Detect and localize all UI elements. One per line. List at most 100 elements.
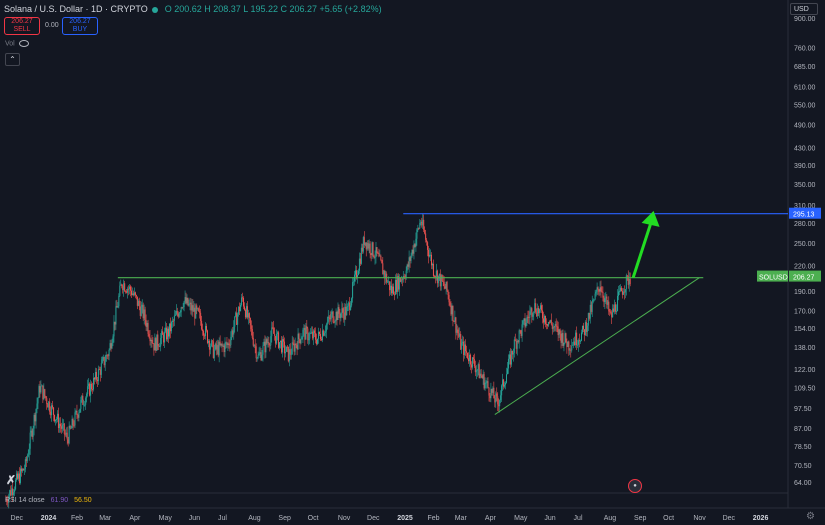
candle-body <box>236 312 238 325</box>
sell-button[interactable]: 206.27 SELL <box>4 17 40 35</box>
candle-body <box>157 334 159 346</box>
candle-body <box>605 296 607 299</box>
candle-body <box>169 323 171 332</box>
candle-body <box>609 311 611 313</box>
candle-body <box>124 283 126 292</box>
candle-body <box>492 387 494 393</box>
candle-body <box>465 344 467 352</box>
candle-body <box>580 340 582 342</box>
candle-body <box>306 326 308 329</box>
y-tick-label: 70.50 <box>794 463 812 470</box>
event-marker-icon[interactable]: ● <box>628 479 642 493</box>
candle-body <box>205 325 207 336</box>
tradingview-logo-icon: ✗ <box>6 473 17 487</box>
candle-body <box>520 330 522 337</box>
candle-body <box>319 334 321 340</box>
candle-body <box>296 345 298 350</box>
candle-body <box>367 242 369 249</box>
candle-body <box>59 423 61 427</box>
candle-body <box>423 219 425 230</box>
candle-body <box>349 302 351 310</box>
collapse-button[interactable]: ⌃ <box>5 53 20 66</box>
candle-body <box>459 334 461 337</box>
candle-body <box>431 254 433 266</box>
candle-body <box>420 221 422 224</box>
candle-body <box>582 325 584 330</box>
candle-body <box>265 339 267 353</box>
candle-body <box>18 473 20 479</box>
symbol-title[interactable]: Solana / U.S. Dollar · 1D · CRYPTO <box>4 4 148 14</box>
candle-body <box>7 501 9 503</box>
candle-body <box>39 386 41 393</box>
candle-body <box>249 317 251 326</box>
candle-body <box>598 289 600 292</box>
candle-body <box>477 364 479 370</box>
candle-body <box>237 314 239 325</box>
candle-body <box>325 324 327 332</box>
x-tick-label: Jun <box>189 515 200 522</box>
candle-body <box>618 290 620 292</box>
candle-body <box>617 295 619 312</box>
candle-body <box>40 386 42 393</box>
x-tick-label: Mar <box>455 515 468 522</box>
chevron-up-icon: ⌃ <box>9 55 16 64</box>
candle-body <box>535 303 537 313</box>
ohlc-readout: O 200.62 H 208.37 L 195.22 C 206.27 +5.6… <box>164 4 382 14</box>
candle-body <box>111 343 113 349</box>
candle-body <box>50 411 52 416</box>
x-tick-label: Jul <box>218 515 227 522</box>
currency-selector[interactable]: USD <box>790 3 818 15</box>
candle-body <box>283 341 285 354</box>
candle-body <box>518 330 520 343</box>
candle-body <box>18 473 20 483</box>
candle-body <box>307 328 309 341</box>
candle-body <box>473 359 475 367</box>
candle-body <box>98 369 100 371</box>
buy-button[interactable]: 206.27 BUY <box>62 17 98 35</box>
candle-body <box>457 329 459 334</box>
candle-body <box>424 229 426 234</box>
candle-body <box>300 339 302 344</box>
candle-body <box>317 338 319 344</box>
candle-body <box>521 324 523 337</box>
gear-icon[interactable]: ⚙ <box>806 511 815 522</box>
rsi-legend[interactable]: RSI 14 close 61.90 56.50 <box>5 497 92 504</box>
candle-body <box>234 316 236 327</box>
candle-body <box>242 297 244 299</box>
candle-body <box>330 314 332 320</box>
candle-body <box>45 396 47 399</box>
projection-arrow <box>631 220 654 279</box>
candle-body <box>453 321 455 322</box>
candle-body <box>361 247 363 252</box>
candle-body <box>363 237 365 245</box>
candle-body <box>68 425 70 444</box>
x-tick-label: Feb <box>427 515 439 522</box>
candle-body <box>139 306 141 316</box>
price-label <box>789 207 821 219</box>
candle-body <box>542 310 544 319</box>
volume-indicator[interactable]: Vol <box>5 40 29 47</box>
x-tick-label: Nov <box>693 515 706 522</box>
candle-body <box>8 495 10 503</box>
candle-body <box>539 309 541 314</box>
candle-body <box>148 333 150 337</box>
candle-body <box>57 413 59 429</box>
candle-body <box>213 349 215 358</box>
candle-body <box>572 344 574 346</box>
candle-body <box>324 331 326 333</box>
candle-body <box>166 327 168 340</box>
candle-body <box>357 270 359 275</box>
candle-body <box>339 313 341 319</box>
candle-body <box>62 423 64 425</box>
spread-value: 0.00 <box>45 22 59 29</box>
candle-body <box>120 284 122 286</box>
candle-body <box>332 311 334 323</box>
candle-body <box>222 345 224 347</box>
candle-body <box>211 340 213 342</box>
candle-body <box>576 332 578 346</box>
candle-body <box>380 255 382 261</box>
candle-body <box>25 459 27 462</box>
eye-icon[interactable] <box>18 40 29 47</box>
y-tick-label: 685.00 <box>794 64 816 71</box>
